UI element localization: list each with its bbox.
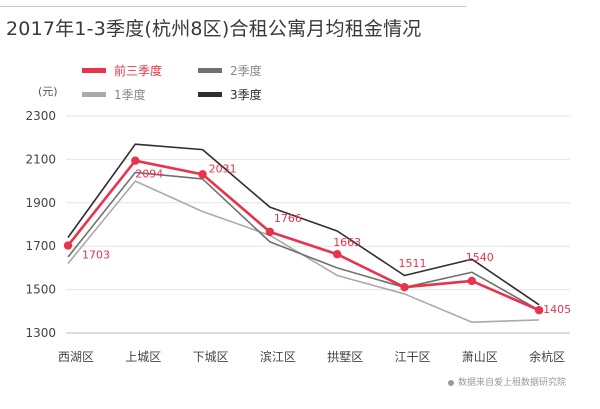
legend-label: 2季度 [230, 63, 262, 78]
data-label: 1766 [274, 212, 302, 225]
title-rule [0, 6, 466, 7]
x-tick-label: 滨江区 [260, 349, 296, 364]
source-text: 数据来自爱上租数据研究院 [457, 378, 566, 388]
series-layer [63, 143, 544, 323]
data-label: 2094 [135, 168, 163, 181]
x-tick-label: 西湖区 [58, 349, 94, 364]
source-note: 数据来自爱上租数据研究院 [447, 375, 566, 388]
y-axis-label: (元) [38, 85, 58, 98]
data-point [333, 250, 342, 259]
data-label: 1540 [466, 251, 494, 264]
y-tick-label: 1500 [25, 283, 56, 297]
x-tick-label: 下城区 [193, 350, 229, 364]
y-tick-label: 2100 [25, 152, 56, 166]
data-point [400, 283, 409, 292]
data-point [467, 276, 476, 286]
legend: 前三季度 1季度 2季度 3季度 [82, 63, 262, 102]
source-dot [447, 379, 454, 386]
data-labels: 1703 2094 2031 1766 1663 1511 1540 1405 [82, 162, 571, 316]
y-tick-label: 2300 [25, 109, 56, 123]
data-point [534, 306, 544, 315]
series-line [66, 159, 540, 312]
data-label: 1703 [82, 249, 110, 262]
series-line [67, 143, 540, 306]
series-line [67, 171, 540, 311]
legend-swatch [198, 92, 222, 97]
data-label: 1511 [399, 257, 427, 270]
data-point [198, 170, 207, 179]
y-tick-label: 1700 [25, 239, 56, 253]
data-label: 1663 [333, 236, 361, 249]
x-tick-label: 拱墅区 [327, 350, 363, 364]
x-tick-label: 萧山区 [462, 350, 498, 364]
legend-label: 3季度 [230, 87, 262, 102]
grid-layer [66, 115, 570, 334]
data-point [63, 241, 73, 250]
x-tick-label: 江干区 [394, 350, 430, 364]
data-point [265, 227, 275, 237]
legend-swatch [82, 68, 106, 73]
data-label: 2031 [209, 162, 237, 175]
legend-swatch [198, 68, 222, 73]
y-tick-label: 1900 [25, 196, 56, 210]
chart-title: 2017年1-3季度(杭州8区)合租公寓月均租金情况 [6, 18, 422, 40]
data-point [131, 156, 140, 165]
data-label: 1405 [543, 303, 571, 316]
y-tick-label: 1300 [25, 326, 56, 340]
legend-swatch [82, 92, 106, 97]
legend-label: 1季度 [114, 87, 146, 102]
x-tick-label: 上城区 [125, 350, 161, 364]
x-tick-label: 余杭区 [529, 349, 565, 364]
legend-label: 前三季度 [114, 63, 162, 78]
axis-layer: 1300 1500 1700 1900 2100 2300 西湖区 上城区 下城区 滨江区 拱墅区 江… [25, 109, 565, 364]
